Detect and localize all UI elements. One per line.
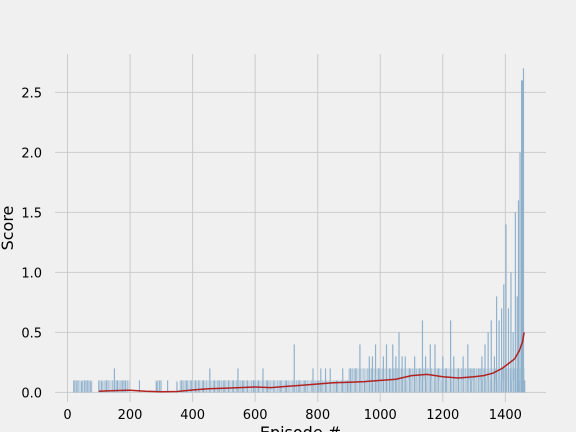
y-tick-label: 1.5 (21, 206, 42, 221)
x-tick-label: 800 (305, 408, 330, 423)
x-tick-label: 0 (63, 408, 71, 423)
grid-lines (55, 54, 546, 402)
y-tick-label: 2.0 (21, 146, 42, 161)
y-tick-label: 1.0 (21, 266, 42, 281)
x-tick-label: 600 (243, 408, 268, 423)
y-axis-ticks: 0.0 0.5 1.0 1.5 2.0 2.5 (21, 86, 42, 401)
x-tick-label: 1000 (364, 408, 397, 423)
moving-average-series (98, 332, 525, 393)
x-axis-ticks: 0 200 400 600 800 1000 1200 1400 (63, 408, 522, 423)
score-band (155, 380, 162, 393)
y-tick-label: 0.5 (21, 326, 42, 341)
x-tick-label: 200 (118, 408, 143, 423)
x-axis-label: Episode # (260, 423, 341, 432)
x-tick-label: 1200 (426, 408, 459, 423)
x-tick-label: 1400 (489, 408, 522, 423)
moving-average-line (98, 332, 525, 393)
y-tick-label: 2.5 (21, 86, 42, 101)
x-tick-label: 400 (180, 408, 205, 423)
y-tick-label: 0.0 (21, 386, 42, 401)
score-series (73, 68, 526, 393)
y-axis-label: Score (0, 206, 17, 251)
